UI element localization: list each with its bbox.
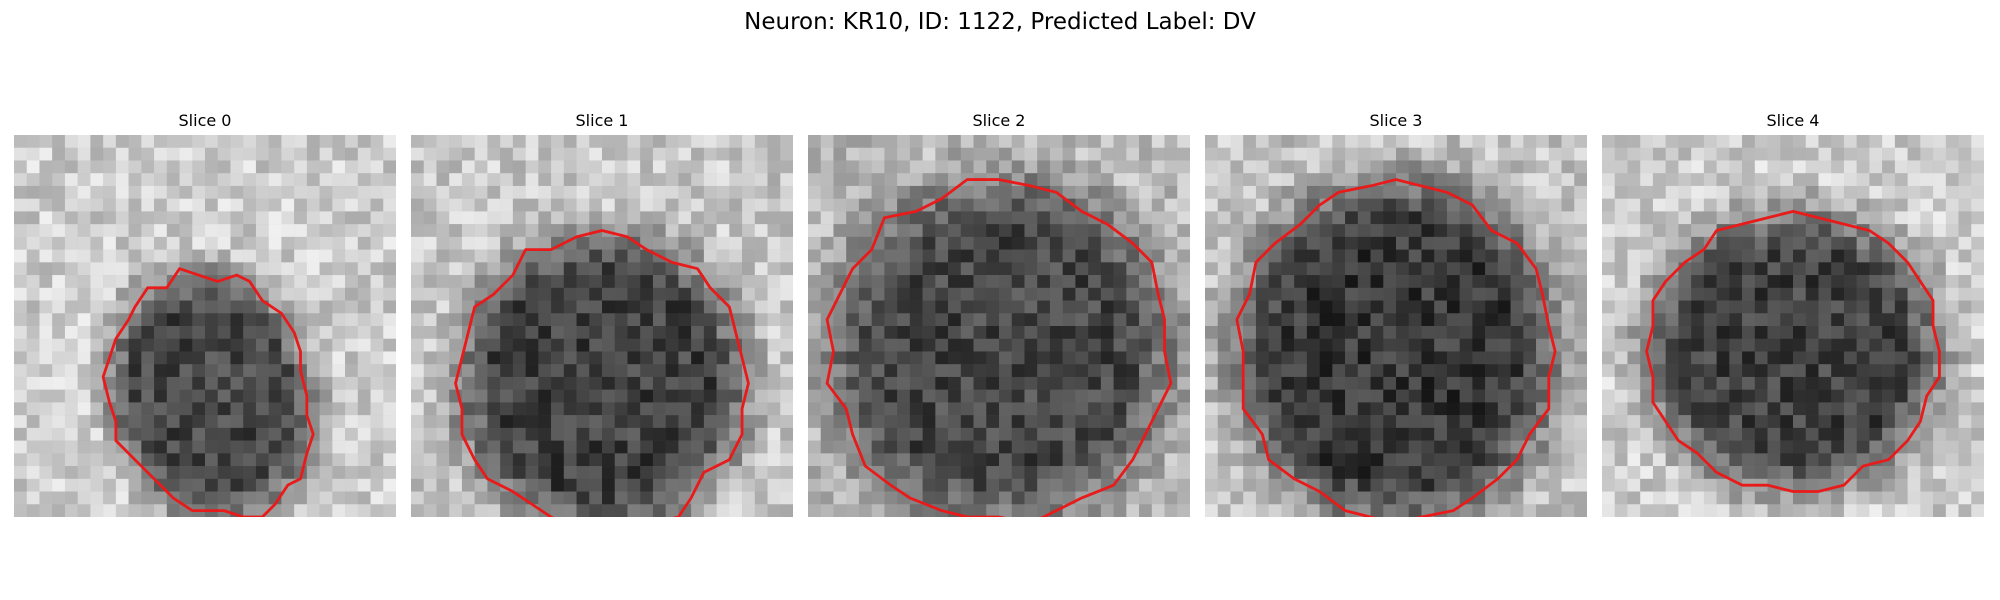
slice-pixels (1602, 135, 1984, 517)
slice-image (411, 135, 793, 517)
slice-panel: Slice 1 (411, 108, 793, 517)
slice-image (14, 135, 396, 517)
slice-pixels (14, 135, 396, 517)
slice-pixels (808, 135, 1190, 517)
slice-panel: Slice 2 (808, 108, 1190, 517)
roi-contour (1235, 178, 1557, 517)
slice-panel: Slice 3 (1205, 108, 1587, 517)
slice-title: Slice 3 (1369, 111, 1423, 130)
roi-contour (454, 229, 750, 517)
slice-image (1205, 135, 1587, 517)
roi-contour (101, 267, 315, 517)
slice-pixels (411, 135, 793, 517)
roi-contour (825, 178, 1173, 517)
slice-title: Slice 0 (178, 111, 232, 130)
figure-title: Neuron: KR10, ID: 1122, Predicted Label:… (744, 9, 1256, 35)
slice-title: Slice 2 (972, 111, 1026, 130)
slice-title: Slice 1 (575, 111, 629, 130)
slice-title: Slice 4 (1766, 111, 1820, 130)
slice-panel: Slice 4 (1602, 108, 1984, 517)
slice-image (1602, 135, 1984, 517)
slice-pixels (1205, 135, 1587, 517)
roi-contour (1645, 209, 1941, 493)
slice-image (808, 135, 1190, 517)
slice-panel: Slice 0 (14, 108, 396, 517)
